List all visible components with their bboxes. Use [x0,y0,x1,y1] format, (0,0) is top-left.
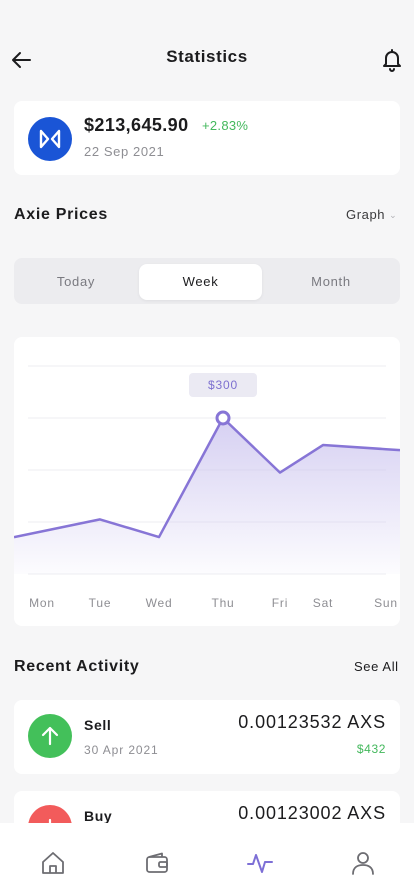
price-chart-card: $300 Mon Tue Wed Thu Fri Sat Sun [14,337,400,626]
see-all-link[interactable]: See All [354,659,399,674]
x-tick-label: Sun [374,596,398,610]
bell-icon[interactable] [380,47,404,73]
balance-amount: $213,645.90 [84,115,189,135]
price-chart [14,365,400,575]
balance-date: 22 Sep 2021 [84,144,165,159]
highlight-price-label: $300 [189,373,257,397]
axie-coin-logo-icon [28,117,72,161]
view-select-dropdown[interactable]: Graph ⌄ [346,207,397,222]
activity-date: 30 Apr 2021 [84,743,159,757]
wallet-icon[interactable] [143,849,171,877]
balance-card: $213,645.90 +2.83% 22 Sep 2021 [14,101,400,175]
period-tabs: Today Week Month [14,258,400,304]
app-header: Statistics [0,0,414,100]
activity-amount: 0.00123002 AXS [238,803,386,823]
tab-month[interactable]: Month [311,274,351,289]
balance-change: +2.83% [202,118,249,133]
activity-icon[interactable] [246,849,274,877]
user-icon[interactable] [349,849,377,877]
arrow-up-icon [28,714,72,758]
tab-today[interactable]: Today [56,274,96,289]
price-area [14,418,400,574]
activity-type: Buy [84,808,113,824]
activity-item-sell[interactable]: Sell 30 Apr 2021 0.00123532 AXS $432 [14,700,400,774]
x-tick-label: Tue [88,596,112,610]
highlight-point[interactable] [215,410,231,426]
x-tick-label: Thu [211,596,235,610]
prices-section-title: Axie Prices [14,206,108,223]
x-tick-label: Fri [271,596,289,610]
activity-value: $432 [356,742,386,756]
page-title: Statistics [166,47,248,66]
tab-week[interactable]: Week [139,264,262,300]
activity-type: Sell [84,717,112,733]
x-tick-label: Sat [312,596,334,610]
x-tick-label: Mon [29,596,55,610]
chevron-down-icon: ⌄ [389,210,398,220]
home-icon[interactable] [39,849,67,877]
x-tick-label: Wed [145,596,173,610]
view-select-label: Graph [346,207,386,222]
back-arrow-icon[interactable] [10,48,34,72]
activity-amount: 0.00123532 AXS [238,712,386,732]
activity-section-title: Recent Activity [14,658,140,675]
bottom-nav [0,823,414,896]
